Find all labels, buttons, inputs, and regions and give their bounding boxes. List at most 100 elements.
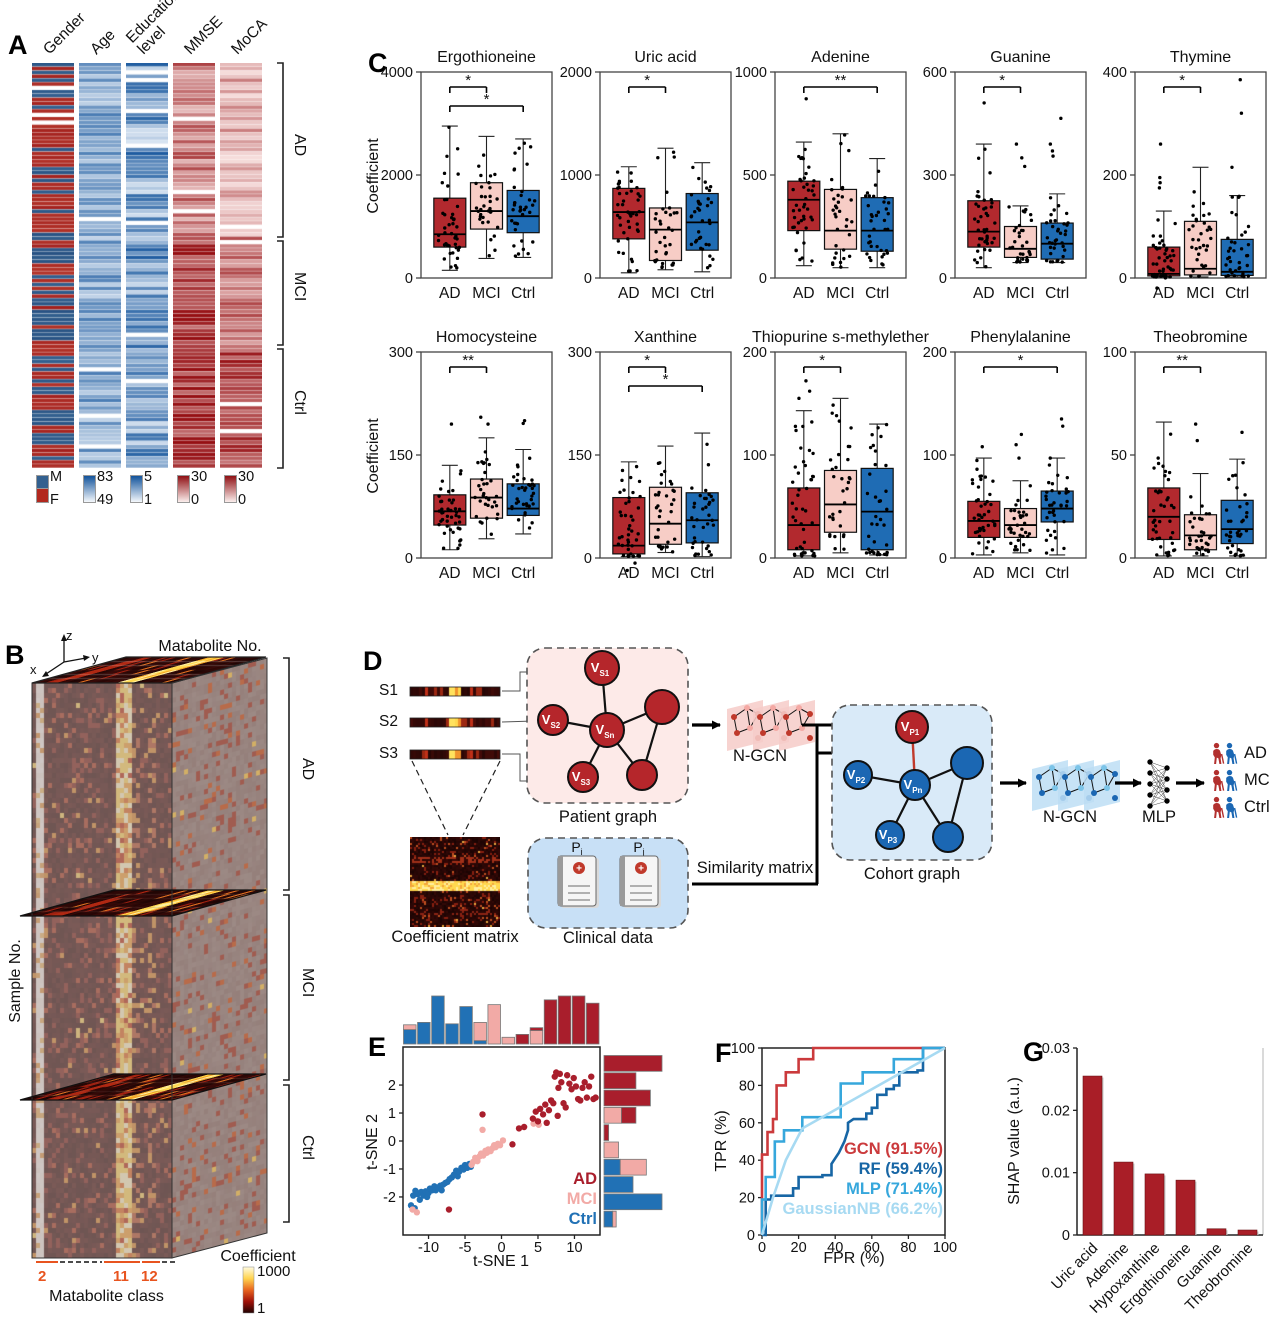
svg-text:60: 60	[864, 1240, 880, 1256]
svg-text:2000: 2000	[381, 168, 413, 184]
legend-bottom-label: 49	[97, 492, 114, 508]
svg-text:0.01: 0.01	[1042, 1166, 1070, 1182]
svg-text:200: 200	[1103, 168, 1127, 184]
boxplot-thiopurine-s-methylether: Thiopurine s-methylether 0 100 200 AD MCI Ctrl…	[743, 329, 930, 582]
svg-text:1000: 1000	[560, 168, 592, 184]
svg-text:AD: AD	[973, 565, 995, 582]
legend-gradient-3	[177, 475, 190, 503]
svg-text:AD: AD	[573, 1170, 597, 1188]
boxplot-uric-acid: Uric acid 0 1000 2000 AD MCI Ctrl *	[560, 49, 732, 302]
svg-text:S1: S1	[379, 682, 398, 699]
svg-text:*: *	[484, 91, 490, 108]
panel-b-overlay	[19, 634, 290, 1314]
heat-column-blues	[79, 63, 121, 468]
tsne-series-ad	[445, 1069, 599, 1213]
legend-top-label: 83	[97, 469, 114, 485]
svg-text:Pj: Pj	[633, 839, 644, 857]
legend-gradient-4	[224, 475, 237, 503]
svg-text:100: 100	[743, 448, 767, 464]
svg-text:AD: AD	[973, 285, 995, 302]
svg-text:0: 0	[747, 1228, 755, 1244]
svg-text:Pi: Pi	[571, 839, 582, 857]
svg-text:300: 300	[389, 345, 413, 361]
svg-text:150: 150	[389, 448, 413, 464]
tsne-series-ctrl	[407, 1160, 475, 1212]
svg-text:MCI: MCI	[826, 285, 854, 302]
b-section-ad: AD	[299, 758, 316, 781]
svg-text:0.02: 0.02	[1042, 1103, 1070, 1119]
svg-text:0: 0	[759, 271, 767, 287]
boxplot-guanine: Guanine 0 300 600 AD MCI Ctrl *	[923, 49, 1087, 302]
svg-text:AD: AD	[439, 285, 461, 302]
section-label-mci: MCI	[291, 272, 308, 302]
panel-c-letter: C	[368, 48, 388, 78]
svg-text:*: *	[1179, 72, 1185, 89]
legend-top-label: 30	[238, 469, 255, 485]
svg-text:0: 0	[497, 1240, 505, 1256]
boxplot-homocysteine: Homocysteine 0 150 300 AD MCI Ctrl **	[389, 329, 553, 582]
roc-mlp	[760, 1046, 945, 1235]
roc-plot: 0 20 40 60 80 100 0 20 40 60 80 100 GCN (91.5%) RF (5…	[731, 1041, 957, 1256]
svg-text:20: 20	[739, 1191, 755, 1207]
svg-text:Adenine: Adenine	[811, 49, 870, 66]
svg-text:GCN (91.5%): GCN (91.5%)	[844, 1140, 943, 1158]
svg-text:Ctrl: Ctrl	[865, 285, 889, 302]
legend-top-label: 30	[191, 469, 208, 485]
svg-text:Ctrl: Ctrl	[1225, 565, 1249, 582]
svg-text:0: 0	[1119, 551, 1127, 567]
svg-text:*: *	[644, 352, 650, 369]
svg-text:-10: -10	[418, 1240, 439, 1256]
svg-text:0: 0	[405, 551, 413, 567]
svg-text:MCI: MCI	[567, 1190, 597, 1208]
svg-text:+: +	[576, 864, 582, 875]
svg-text:Ctrl: Ctrl	[511, 565, 535, 582]
metabolite-no-label: Matabolite No.	[158, 638, 262, 655]
svg-text:Ctrl: Ctrl	[511, 285, 535, 302]
svg-text:20: 20	[791, 1240, 807, 1256]
svg-text:VS1: VS1	[591, 660, 610, 678]
roc-rf	[762, 1046, 945, 1237]
svg-text:0: 0	[939, 551, 947, 567]
svg-text:VP2: VP2	[847, 767, 866, 785]
svg-text:80: 80	[739, 1078, 755, 1094]
svg-text:2000: 2000	[560, 65, 592, 81]
shap-bar-4	[1206, 1228, 1227, 1236]
svg-text:AD: AD	[793, 565, 815, 582]
svg-text:80: 80	[900, 1240, 916, 1256]
svg-text:Ctrl: Ctrl	[1225, 285, 1249, 302]
svg-text:*: *	[465, 72, 471, 89]
heat-column-reds	[173, 63, 215, 468]
svg-text:0: 0	[758, 1240, 766, 1256]
svg-text:0: 0	[1062, 1228, 1070, 1244]
svg-text:400: 400	[1103, 65, 1127, 81]
legend-gradient-2	[130, 475, 143, 503]
svg-text:S2: S2	[379, 713, 398, 730]
svg-text:0: 0	[759, 551, 767, 567]
svg-text:2: 2	[388, 1078, 396, 1094]
b-section-mci: MCI	[299, 968, 316, 998]
svg-text:1: 1	[388, 1106, 396, 1122]
svg-text:Thymine: Thymine	[1170, 49, 1231, 66]
metabolite-class-label: Matabolite class	[49, 1288, 164, 1305]
svg-text:0: 0	[584, 271, 592, 287]
sample-strip-S2	[410, 718, 500, 727]
legend-bottom-label: 1	[144, 492, 153, 508]
svg-text:Xanthine: Xanthine	[634, 329, 697, 346]
svg-text:100: 100	[1103, 345, 1127, 361]
svg-text:RF (59.4%): RF (59.4%)	[859, 1160, 943, 1178]
svg-text:MCI: MCI	[826, 565, 854, 582]
svg-text:Guanine: Guanine	[990, 49, 1051, 66]
svg-text:0: 0	[1119, 271, 1127, 287]
panel-g-letter: G	[1023, 1037, 1045, 1067]
svg-text:Ctrl: Ctrl	[690, 285, 714, 302]
boxplot-phenylalanine: Phenylalanine 0 100 200 AD MCI Ctrl *	[923, 329, 1087, 582]
svg-text:MCI: MCI	[472, 285, 500, 302]
triad-x-label: x	[30, 662, 37, 677]
sample-strip-S1	[410, 687, 500, 696]
svg-text:Thiopurine s-methylether: Thiopurine s-methylether	[752, 329, 930, 346]
legend-swatch-female	[36, 488, 49, 503]
panel-f: F TPR (%) FPR (%) 0 20 40 60 80 100 0 20 40 60 80 1…	[700, 1020, 1000, 1338]
legend-bottom-label: 0	[191, 492, 200, 508]
shap-bar-2	[1144, 1173, 1165, 1236]
